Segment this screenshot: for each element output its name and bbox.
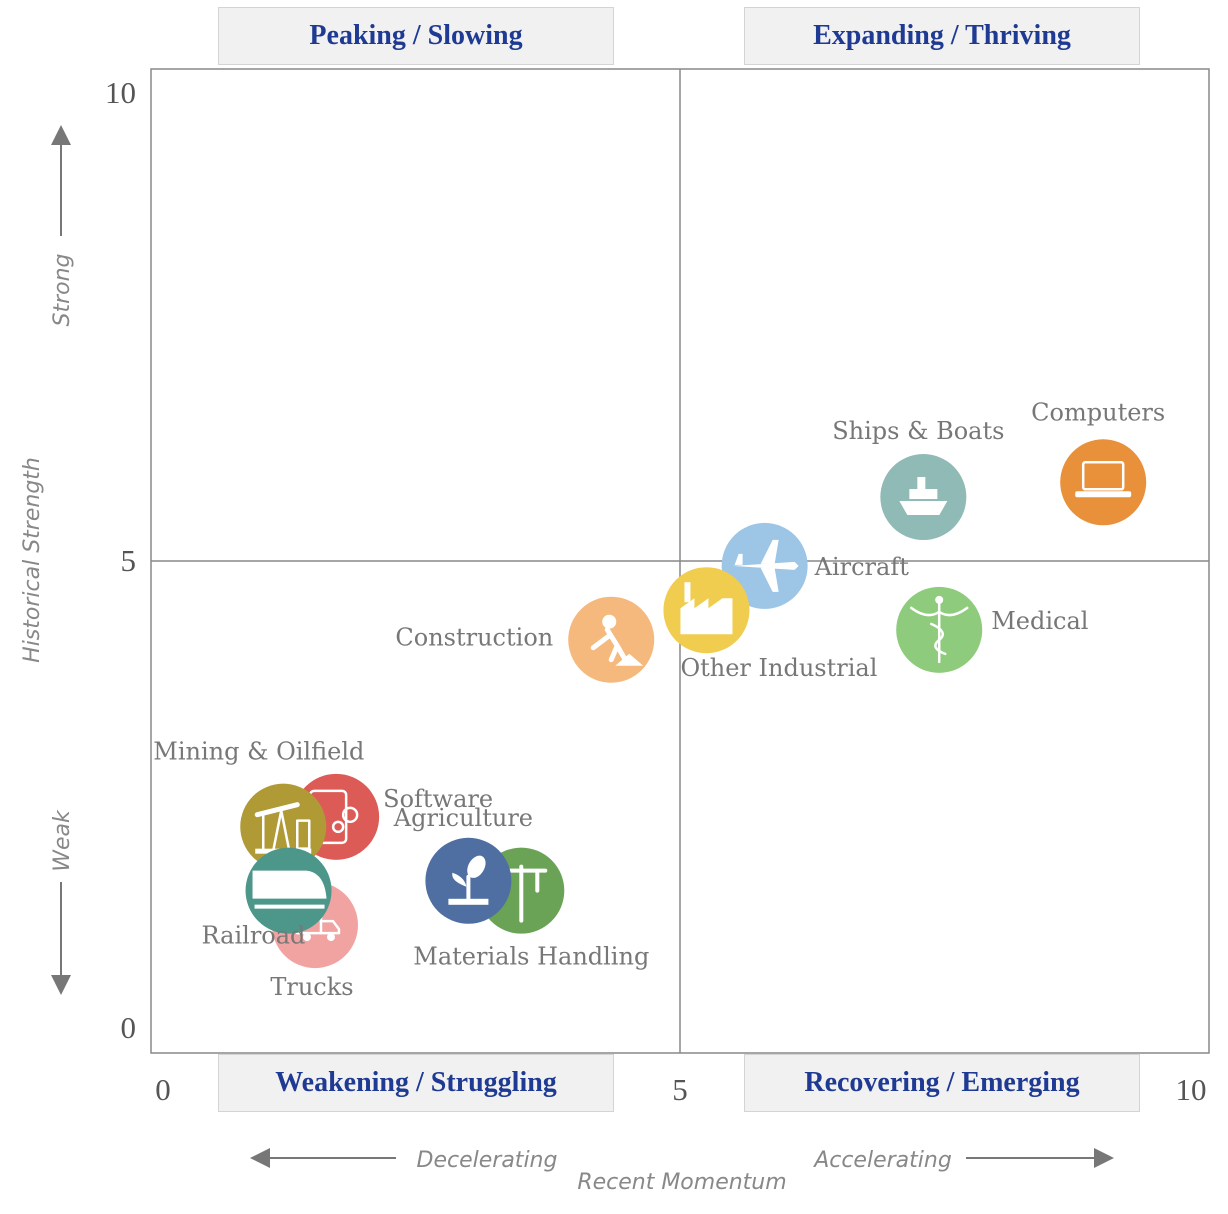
y-tick-label: 10 (105, 75, 136, 110)
y-axis-label: Historical Strength (20, 457, 45, 663)
x-tick-label: 5 (672, 1072, 688, 1107)
point-label: Trucks (270, 973, 353, 1001)
point-label: Other Industrial (680, 654, 877, 682)
point-marker (1060, 439, 1147, 526)
point-label: Medical (991, 607, 1088, 635)
point-label: Computers (1031, 398, 1165, 426)
quadrant-label-top-left: Peaking / Slowing (218, 7, 614, 65)
point-label: Software (383, 785, 493, 813)
ship-icon (899, 477, 948, 516)
factory-icon (680, 582, 733, 635)
scatter-point (568, 596, 655, 683)
scatter-point (880, 454, 967, 541)
point-label: Agriculture (393, 804, 533, 832)
airplane-icon (732, 539, 799, 592)
y-hint-strong: Strong (50, 253, 75, 326)
scatter-point (1060, 439, 1147, 526)
x-hint-decelerating: Decelerating (417, 1148, 558, 1173)
point-label: Mining & Oilfield (153, 738, 364, 766)
point-label: Materials Handling (413, 943, 649, 971)
y-tick-label: 5 (121, 543, 137, 578)
quadrant-label-bottom-right: Recovering / Emerging (744, 1054, 1140, 1112)
x-hint-accelerating: Accelerating (812, 1148, 952, 1173)
scatter-point (663, 567, 750, 654)
construction-worker-icon (590, 614, 644, 666)
y-hint-weak: Weak (50, 809, 75, 872)
point-label: Railroad (202, 922, 306, 950)
laptop-icon (1075, 461, 1132, 498)
x-tick-label: 0 (155, 1072, 171, 1107)
y-tick-label: 0 (121, 1010, 137, 1045)
plant-icon (448, 855, 489, 905)
point-label: Aircraft (814, 553, 910, 581)
caduceus-icon (909, 595, 969, 664)
scatter-point (245, 847, 332, 934)
scatter-point (425, 837, 512, 924)
train-icon (252, 870, 327, 909)
x-tick-label: 10 (1176, 1072, 1207, 1107)
quadrant-label-bottom-left: Weakening / Struggling (218, 1054, 614, 1112)
point-label: Ships & Boats (832, 417, 1004, 445)
point-label: Construction (395, 624, 553, 652)
x-axis-label: Recent Momentum (577, 1170, 786, 1195)
quadrant-label-top-right: Expanding / Thriving (744, 7, 1140, 65)
scatter-point (896, 586, 983, 673)
scatter-point (721, 522, 808, 609)
